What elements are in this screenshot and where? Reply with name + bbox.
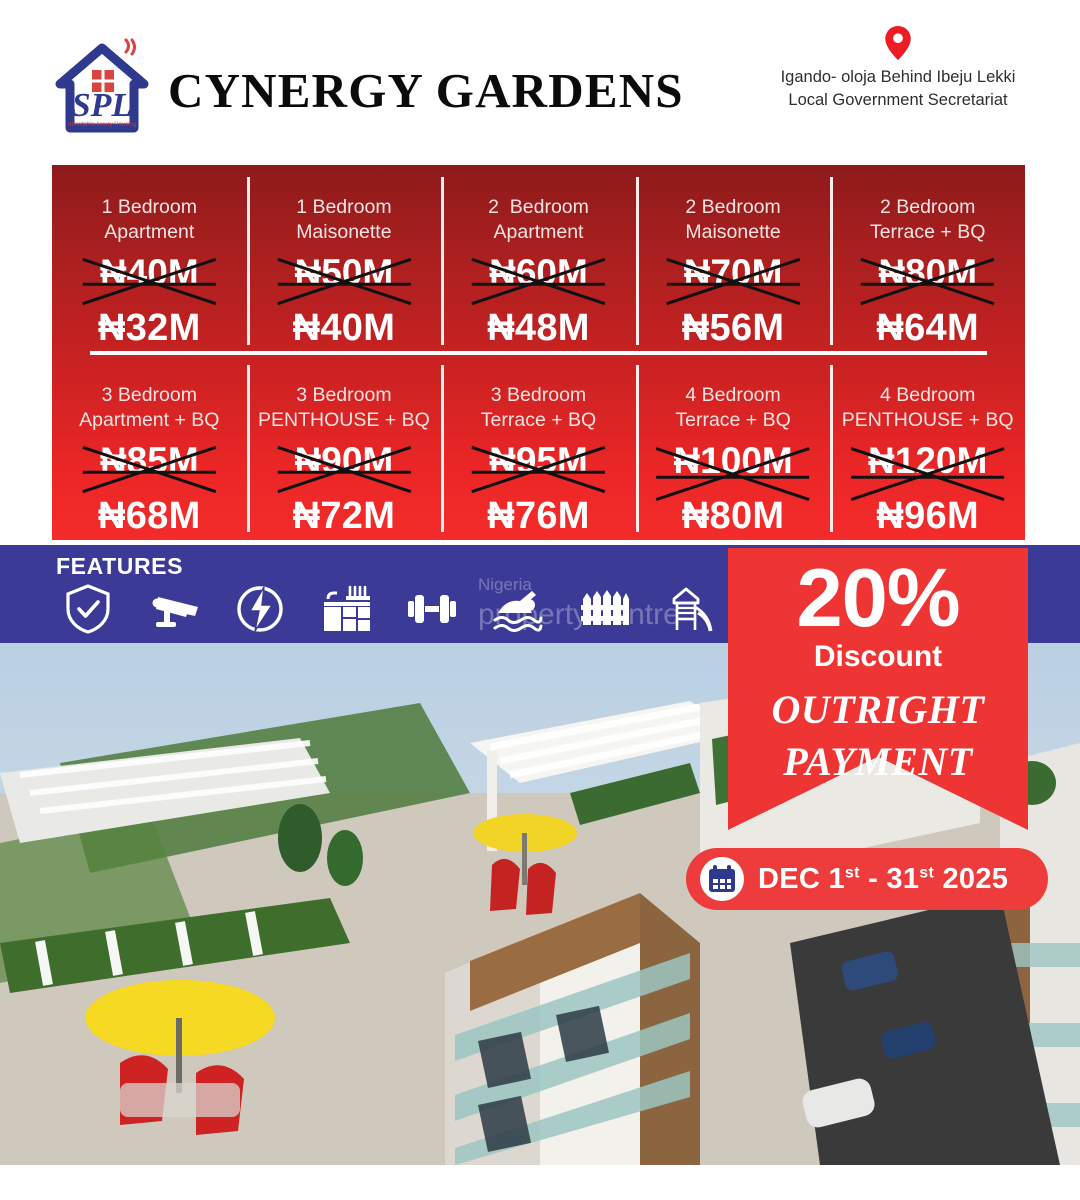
old-price: ₦80M xyxy=(864,251,991,295)
calendar-icon-badge xyxy=(700,857,744,901)
features-label: FEATURES xyxy=(56,553,184,579)
discount-percent: 20% xyxy=(796,551,960,644)
new-price: ₦76M xyxy=(487,494,590,537)
price-cell[interactable]: 1 Bedroom Maisonette ₦50M ₦40M xyxy=(246,165,442,353)
old-price-text: ₦85M xyxy=(99,439,199,481)
unit-type-label: 2 Bedroom Terrace + BQ xyxy=(869,196,986,243)
gated-fence-icon xyxy=(581,590,629,625)
new-price: ₦40M xyxy=(292,307,396,349)
old-price: ₦60M xyxy=(475,251,602,295)
new-price: ₦56M xyxy=(681,307,785,349)
old-price-text: ₦70M xyxy=(683,252,783,293)
price-table: 1 Bedroom Apartment ₦40M ₦32M 1 Bedroom … xyxy=(52,165,1025,540)
price-cell[interactable]: 3 Bedroom Terrace + BQ ₦95M ₦76M xyxy=(441,353,636,541)
old-price: ₦100M xyxy=(659,439,806,483)
location-block: Igando- oloja Behind Ibeju Lekki Local G… xyxy=(748,26,1048,112)
price-cell[interactable]: 4 Bedroom PENTHOUSE + BQ ₦120M ₦96M xyxy=(830,353,1025,541)
date-sup-2: st xyxy=(919,863,935,881)
table-row-divider xyxy=(90,351,987,355)
price-cell[interactable]: 3 Bedroom PENTHOUSE + BQ ₦90M ₦72M xyxy=(246,353,442,541)
date-prefix: DEC 1 xyxy=(758,862,845,895)
location-line-2: Local Government Secretariat xyxy=(788,91,1008,109)
old-price: ₦40M xyxy=(86,251,213,295)
new-price: ₦72M xyxy=(292,494,396,537)
price-row: 3 Bedroom Apartment + BQ ₦85M ₦68M 3 Bed… xyxy=(52,353,1025,541)
calendar-icon xyxy=(709,865,735,892)
old-price-text: ₦40M xyxy=(99,252,199,293)
promo-date-text: DEC 1st - 31st 2025 xyxy=(758,863,1008,896)
new-price: ₦48M xyxy=(487,307,590,349)
power-bolt-icon xyxy=(237,586,283,632)
price-cell[interactable]: 2 Bedroom Apartment ₦60M ₦48M xyxy=(441,165,636,353)
old-price: ₦120M xyxy=(854,439,1001,483)
price-cell[interactable]: 4 Bedroom Terrace + BQ ₦100M ₦80M xyxy=(635,353,831,541)
svg-text:SPL: SPL xyxy=(72,87,132,124)
price-cell[interactable]: 1 Bedroom Apartment ₦40M ₦32M xyxy=(52,165,247,353)
old-price-text: ₦90M xyxy=(294,439,394,481)
old-price: ₦85M xyxy=(86,439,213,483)
new-price: ₦68M xyxy=(98,494,201,537)
old-price-text: ₦120M xyxy=(868,439,988,481)
promo-date-badge[interactable]: DEC 1st - 31st 2025 xyxy=(686,848,1048,910)
discount-label: Discount xyxy=(813,640,943,673)
discount-banner: 20% Discount OUTRIGHT PAYMENT xyxy=(728,548,1028,830)
new-price: ₦80M xyxy=(681,494,785,537)
spl-house-logo-svg: SPL Affordable luxury Housing xyxy=(55,38,149,133)
poster-header: SPL Affordable luxury Housing CYNERGY GA… xyxy=(0,0,1080,152)
price-cell[interactable]: 3 Bedroom Apartment + BQ ₦85M ₦68M xyxy=(52,353,247,541)
date-sup-1: st xyxy=(844,863,860,881)
fitted-kitchen-icon xyxy=(324,585,370,631)
old-price-text: ₦50M xyxy=(294,252,394,293)
playground-icon xyxy=(672,587,713,632)
unit-type-label: 2 Bedroom Maisonette xyxy=(685,196,781,243)
outright-text: OUTRIGHT xyxy=(771,687,985,732)
unit-type-label: 3 Bedroom Apartment + BQ xyxy=(79,383,220,431)
unit-type-label: 3 Bedroom Terrace + BQ xyxy=(480,383,597,431)
old-price: ₦50M xyxy=(281,251,408,295)
unit-type-label: 1 Bedroom Apartment xyxy=(101,196,197,243)
unit-type-label: 3 Bedroom PENTHOUSE + BQ xyxy=(258,383,430,431)
price-cell[interactable]: 2 Bedroom Terrace + BQ ₦80M ₦64M xyxy=(830,165,1025,353)
old-price: ₦90M xyxy=(281,439,408,483)
new-price: ₦64M xyxy=(876,307,979,349)
old-price-text: ₦100M xyxy=(673,439,793,481)
unit-type-label: 4 Bedroom Terrace + BQ xyxy=(675,383,791,431)
price-row: 1 Bedroom Apartment ₦40M ₦32M 1 Bedroom … xyxy=(52,165,1025,355)
old-price: ₦95M xyxy=(475,439,602,483)
page-title: CYNERGY GARDENS xyxy=(168,63,684,118)
old-price-text: ₦60M xyxy=(489,252,588,293)
discount-banner-content: 20% Discount OUTRIGHT PAYMENT xyxy=(728,548,1028,788)
price-cell[interactable]: 2 Bedroom Maisonette ₦70M ₦56M xyxy=(635,165,831,353)
date-middle: - 31 xyxy=(859,862,920,895)
old-price: ₦70M xyxy=(670,251,797,295)
unit-type-label: 2 Bedroom Apartment xyxy=(488,196,589,243)
old-price-text: ₦95M xyxy=(489,439,588,481)
svg-text:Affordable luxury Housing: Affordable luxury Housing xyxy=(68,122,137,128)
date-suffix: 2025 xyxy=(934,862,1009,895)
map-pin-icon xyxy=(885,26,911,60)
unit-type-label: 1 Bedroom Maisonette xyxy=(296,196,392,243)
spl-house-logo: SPL Affordable luxury Housing xyxy=(48,36,156,144)
swimming-pool-icon xyxy=(493,591,543,632)
gym-dumbbell-icon xyxy=(408,595,456,623)
old-price-text: ₦80M xyxy=(878,252,978,293)
new-price: ₦32M xyxy=(98,307,201,349)
payment-text: PAYMENT xyxy=(783,739,973,784)
cctv-camera-icon xyxy=(152,597,198,627)
unit-type-label: 4 Bedroom PENTHOUSE + BQ xyxy=(841,383,1014,431)
features-icon-list xyxy=(62,583,716,635)
new-price: ₦96M xyxy=(876,494,979,537)
shield-check-icon xyxy=(66,584,110,634)
location-line-1: Igando- oloja Behind Ibeju Lekki xyxy=(780,68,1016,86)
